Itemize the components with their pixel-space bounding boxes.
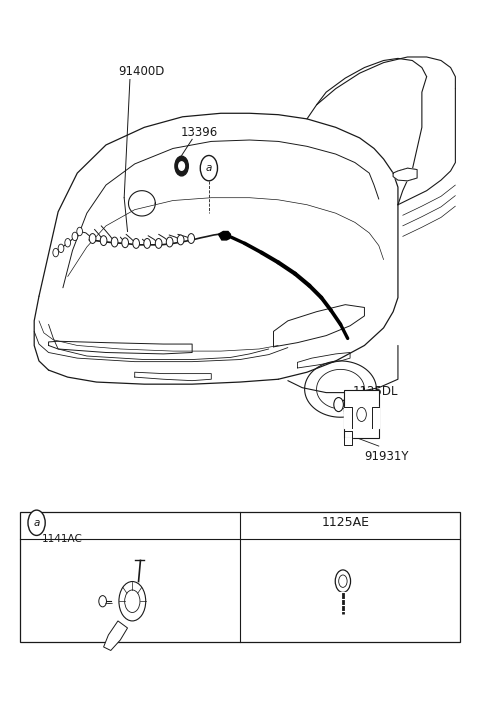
Circle shape — [357, 407, 366, 422]
Polygon shape — [393, 168, 417, 180]
Circle shape — [122, 238, 129, 247]
Circle shape — [53, 248, 59, 257]
Polygon shape — [218, 231, 230, 240]
Circle shape — [334, 398, 343, 412]
Circle shape — [156, 238, 162, 248]
Circle shape — [65, 238, 71, 247]
Text: 1125DL: 1125DL — [352, 385, 398, 398]
Circle shape — [200, 156, 217, 180]
Circle shape — [177, 235, 184, 245]
Bar — [344, 391, 379, 439]
Text: a: a — [206, 163, 212, 173]
Circle shape — [100, 235, 107, 245]
Circle shape — [72, 232, 78, 240]
Circle shape — [133, 238, 140, 248]
Circle shape — [28, 510, 45, 535]
Circle shape — [58, 244, 64, 252]
Polygon shape — [344, 407, 351, 428]
Text: 91400D: 91400D — [118, 65, 164, 78]
Bar — [20, 513, 460, 642]
Text: 13396: 13396 — [180, 126, 217, 140]
Circle shape — [175, 157, 188, 176]
Circle shape — [99, 596, 107, 607]
Polygon shape — [372, 407, 379, 428]
Circle shape — [335, 570, 350, 592]
Circle shape — [188, 233, 194, 243]
Circle shape — [77, 227, 83, 235]
Circle shape — [179, 162, 184, 171]
Text: a: a — [34, 517, 40, 528]
Text: 1125AE: 1125AE — [321, 516, 369, 529]
Polygon shape — [104, 621, 128, 651]
Text: 1141AC: 1141AC — [41, 534, 82, 544]
Circle shape — [89, 233, 96, 243]
Text: 91931Y: 91931Y — [364, 450, 409, 462]
Circle shape — [166, 237, 173, 247]
Polygon shape — [344, 439, 351, 446]
Circle shape — [111, 237, 118, 247]
Circle shape — [119, 582, 146, 621]
Circle shape — [144, 238, 151, 248]
Circle shape — [339, 575, 347, 587]
Circle shape — [125, 590, 140, 613]
